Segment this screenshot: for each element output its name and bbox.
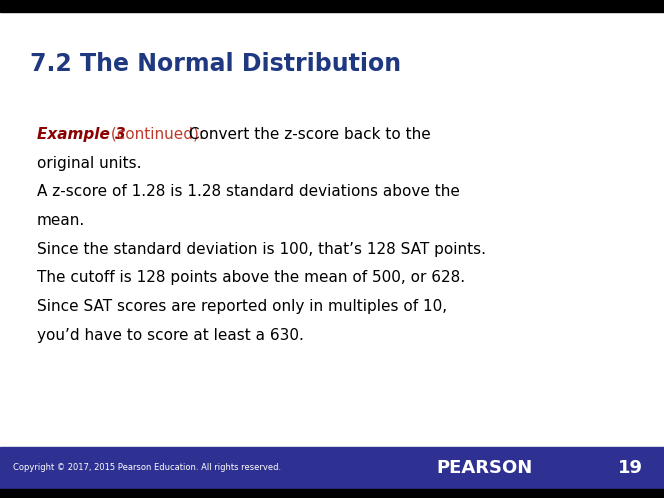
Text: (continued):: (continued): bbox=[106, 127, 204, 142]
Text: mean.: mean. bbox=[37, 213, 85, 228]
Text: A z-score of 1.28 is 1.28 standard deviations above the: A z-score of 1.28 is 1.28 standard devia… bbox=[37, 184, 459, 199]
Text: 19: 19 bbox=[618, 459, 643, 477]
Text: Convert the z-score back to the: Convert the z-score back to the bbox=[184, 127, 431, 142]
Bar bbox=[0, 0, 664, 12]
Text: you’d have to score at least a 630.: you’d have to score at least a 630. bbox=[37, 328, 303, 343]
Bar bbox=[0, 489, 664, 498]
Text: Example 3: Example 3 bbox=[37, 127, 125, 142]
Text: 7.2 The Normal Distribution: 7.2 The Normal Distribution bbox=[30, 52, 401, 76]
Text: Since SAT scores are reported only in multiples of 10,: Since SAT scores are reported only in mu… bbox=[37, 299, 447, 314]
Text: original units.: original units. bbox=[37, 156, 141, 171]
Text: Since the standard deviation is 100, that’s 128 SAT points.: Since the standard deviation is 100, tha… bbox=[37, 242, 485, 256]
Text: PEARSON: PEARSON bbox=[437, 459, 533, 477]
Text: The cutoff is 128 points above the mean of 500, or 628.: The cutoff is 128 points above the mean … bbox=[37, 270, 465, 285]
Bar bbox=[0, 447, 664, 489]
Text: Copyright © 2017, 2015 Pearson Education. All rights reserved.: Copyright © 2017, 2015 Pearson Education… bbox=[13, 463, 282, 473]
